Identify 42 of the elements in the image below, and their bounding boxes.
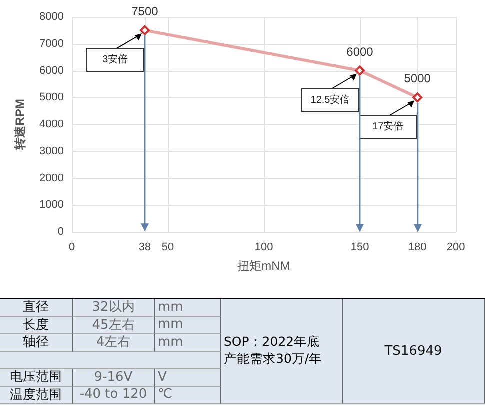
text: 9-16V bbox=[73, 369, 155, 386]
text: 电压范围 bbox=[0, 369, 73, 386]
y-tick-label: 8000 bbox=[40, 11, 64, 23]
text: 温度范围 bbox=[0, 386, 73, 404]
text: -40 to 120 bbox=[73, 386, 155, 404]
text: SOP：2022年底 bbox=[224, 334, 320, 351]
x-tick-label: 180 bbox=[408, 242, 427, 254]
data-label: 5000 bbox=[404, 72, 432, 86]
text: 4左右 bbox=[73, 334, 155, 352]
text: 长度 bbox=[0, 316, 73, 334]
annotation: 17安倍 bbox=[372, 120, 404, 133]
y-tick-label: 7000 bbox=[40, 38, 64, 50]
text: mm bbox=[155, 334, 221, 352]
text: 轴径 bbox=[0, 334, 73, 352]
text: mm bbox=[155, 299, 221, 316]
y-tick-label: 3000 bbox=[40, 145, 64, 158]
x-tick-label: 150 bbox=[350, 242, 370, 254]
annotation: 12.5安倍 bbox=[310, 94, 350, 106]
text: 直径 bbox=[0, 299, 73, 316]
x-tick-label: 0 bbox=[68, 242, 76, 254]
y-tick-label: 4000 bbox=[40, 118, 64, 130]
y-axis-title: 转速RPM bbox=[13, 99, 27, 151]
x-tick-label: 38 bbox=[138, 242, 152, 254]
text: 产能需求30万/年 bbox=[224, 351, 322, 368]
text: 45左右 bbox=[73, 316, 155, 334]
y-tick-label: 5000 bbox=[40, 92, 64, 104]
y-tick-label: 0 bbox=[58, 226, 64, 238]
y-tick-label: 6000 bbox=[40, 64, 64, 77]
y-tick-label: 1000 bbox=[40, 199, 64, 212]
text: V bbox=[155, 369, 221, 386]
x-tick-label: 100 bbox=[254, 242, 274, 254]
text: 32以内 bbox=[73, 299, 155, 316]
text: mm bbox=[155, 316, 221, 334]
x-axis-title: 扭矩mNM bbox=[238, 259, 290, 273]
annotation: 3安倍 bbox=[102, 53, 128, 66]
text: TS16949 bbox=[343, 299, 485, 404]
x-tick-label: 200 bbox=[446, 242, 466, 254]
text: ℃ bbox=[155, 386, 221, 404]
data-label: 6000 bbox=[346, 44, 374, 59]
data-label: 7500 bbox=[132, 4, 159, 18]
y-tick-label: 2000 bbox=[40, 172, 64, 184]
x-tick-label: 50 bbox=[162, 242, 174, 254]
